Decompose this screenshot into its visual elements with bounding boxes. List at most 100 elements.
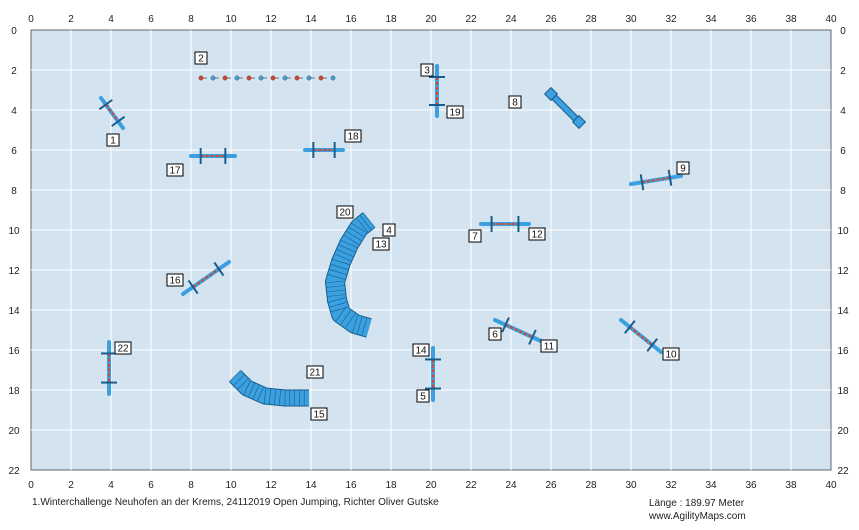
x-tick-label-top: 38 [785,14,797,25]
y-tick-label-left: 0 [11,26,17,37]
number-text: 15 [313,410,325,421]
x-tick-label-bottom: 6 [148,480,154,491]
x-tick-label-bottom: 40 [825,480,837,491]
x-tick-label-top: 16 [345,14,357,25]
x-tick-label-top: 8 [188,14,194,25]
wall-post [210,75,216,81]
x-tick-label-top: 30 [625,14,637,25]
number-text: 12 [531,230,543,241]
number-box [416,389,430,403]
obstacle-number-13: 13 [372,237,390,251]
x-tick-label-top: 12 [265,14,277,25]
tunnel-rib [268,389,272,404]
tunnel-rib [327,294,346,297]
x-tick-label-top: 32 [665,14,677,25]
x-tick-label-bottom: 24 [505,480,517,491]
obstacle-number-21: 21 [306,365,324,379]
jump-base [629,174,683,186]
number-text: 22 [117,344,129,355]
number-text: 14 [415,346,427,357]
tunnel-rib [278,390,282,405]
tunnel-rib [327,289,345,293]
number-box [676,161,690,175]
wall-post [294,75,300,81]
x-tick-label-bottom: 0 [28,480,34,491]
tunnel-rib [263,388,267,404]
x-tick-label-bottom: 30 [625,480,637,491]
jump-obstacle [493,317,545,345]
number-text: 11 [544,342,555,353]
obstacle-number-7: 7 [468,229,482,243]
tunnel-rib [356,218,369,233]
number-text: 4 [386,226,392,237]
x-tick-label-bottom: 10 [225,480,237,491]
obstacle-number-18: 18 [344,129,362,143]
obstacle-number-1: 1 [106,133,120,147]
obstacle-number-5: 5 [416,389,430,403]
tunnel-rib [356,316,363,335]
website-link[interactable]: www.AgilityMaps.com [649,511,746,522]
wall-post [270,75,276,81]
tunnel-rib [338,244,356,253]
number-box [344,129,362,143]
obstacle-number-20: 20 [336,205,354,219]
tunnel-rib [359,215,372,230]
number-text: 18 [347,132,359,143]
tunnel-rib [363,212,375,228]
tunnel-rib [237,378,249,390]
number-text: 10 [665,350,677,361]
number-box [662,347,680,361]
curved-tunnel [325,212,376,338]
number-box [194,51,208,65]
axis-labels: 0022446688101012121414161618182020222224… [8,14,849,491]
y-tick-label-right: 18 [837,386,849,397]
obstacle-number-14: 14 [412,343,430,357]
wall-post [282,75,288,81]
x-tick-label-bottom: 36 [745,480,757,491]
number-text: 9 [680,164,686,175]
tunnel-rib [330,264,349,270]
number-box [488,327,502,341]
number-text: 7 [472,232,478,243]
jump-obstacle [429,64,445,118]
number-text: 20 [339,208,351,219]
x-tick-label-bottom: 34 [705,480,717,491]
course-length-and-site: Länge : 189.97 Meter www.AgilityMaps.com [649,497,746,523]
y-tick-label-right: 2 [840,66,846,77]
number-box [528,227,546,241]
x-tick-label-bottom: 22 [465,480,477,491]
tunnel-rib [252,385,260,399]
y-tick-label-right: 16 [837,346,849,357]
jump-obstacle [101,340,117,396]
y-tick-label-left: 20 [8,426,20,437]
tunnel-rib [326,280,344,284]
jump-wing [111,115,126,127]
y-tick-label-right: 6 [840,146,846,157]
number-box [306,365,324,379]
obstacle-number-12: 12 [528,227,546,241]
x-tick-label-bottom: 16 [345,480,357,491]
wall-post [258,75,264,81]
x-tick-label-top: 28 [585,14,597,25]
y-tick-label-left: 4 [11,106,17,117]
tunnel-rib [327,274,346,280]
tunnel-rib [248,383,255,397]
jump-wing [501,317,510,333]
jump-obstacle [629,169,683,191]
x-tick-label-top: 2 [68,14,74,25]
y-tick-label-right: 14 [837,306,849,317]
y-tick-label-right: 10 [837,226,849,237]
number-text: 8 [512,98,518,109]
number-box [114,341,132,355]
tunnel-rib [343,234,360,246]
x-tick-label-top: 4 [108,14,114,25]
y-tick-label-right: 4 [840,106,846,117]
tunnel-rib [332,259,350,265]
obstacle-number-8: 8 [508,95,522,109]
jump-wing [624,320,636,334]
tunnel-rib [243,381,251,395]
x-tick-label-bottom: 32 [665,480,677,491]
x-tick-label-bottom: 20 [425,480,437,491]
